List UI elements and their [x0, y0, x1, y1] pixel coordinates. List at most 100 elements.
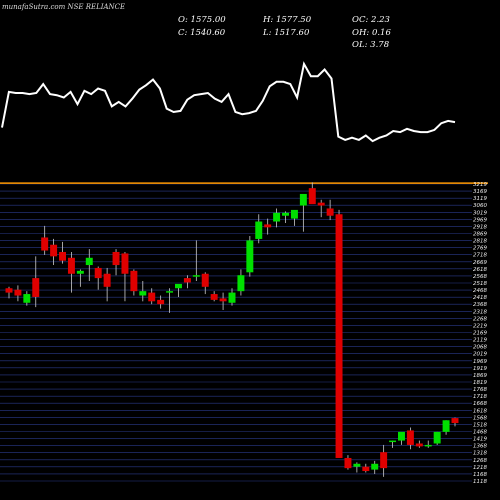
candle	[424, 440, 432, 448]
price-tick-label: 2669	[473, 260, 487, 266]
candle	[433, 431, 441, 445]
candle	[415, 440, 423, 448]
candle	[353, 462, 361, 473]
price-tick-label: 1568	[473, 415, 487, 421]
price-tick-label: 1668	[473, 401, 487, 407]
candle	[23, 291, 31, 306]
price-tick-label: 1468	[473, 430, 487, 436]
candle-body	[433, 431, 441, 444]
candle-body	[85, 257, 93, 266]
candle	[5, 286, 13, 299]
candle	[299, 193, 307, 232]
candle-body	[299, 193, 307, 206]
open-value: O: 1575.00	[178, 15, 226, 25]
price-tick-label: 2119	[473, 338, 487, 344]
price-tick-label: 1919	[473, 366, 487, 372]
candle	[237, 269, 245, 296]
price-tick-label: 1168	[473, 472, 487, 478]
price-tick-label: 2818	[473, 239, 487, 245]
candle-body	[32, 278, 40, 297]
candle	[14, 285, 22, 302]
candle	[344, 455, 352, 470]
candle-body	[353, 463, 361, 467]
candle-body	[112, 251, 120, 266]
candle	[371, 460, 379, 474]
candle-body	[148, 292, 156, 302]
low-value: L: 1517.60	[263, 28, 310, 38]
candle-body	[282, 212, 289, 216]
candle-body	[166, 291, 174, 293]
candle	[451, 417, 459, 427]
candle	[282, 211, 289, 223]
high-value: H: 1577.50	[263, 15, 312, 25]
price-tick-label: 2318	[473, 309, 487, 315]
oh-value: OH: 0.16	[352, 28, 391, 38]
candle-body	[273, 212, 281, 222]
candle-body	[76, 270, 84, 274]
candle-body	[121, 253, 129, 274]
candle	[192, 240, 200, 281]
candle-body	[130, 270, 138, 292]
candle	[139, 281, 147, 302]
price-tick-label: 3219	[473, 182, 487, 188]
candle-body	[210, 294, 218, 300]
candle-body	[50, 244, 58, 257]
price-tick-label: 2718	[473, 253, 487, 259]
candle-body	[5, 288, 13, 293]
candle	[59, 241, 66, 264]
candle-body	[451, 418, 459, 424]
candle-body	[406, 430, 414, 445]
candle	[201, 272, 209, 295]
candle	[380, 444, 388, 477]
candle-body	[139, 291, 147, 296]
price-tick-label: 2268	[473, 316, 487, 322]
candle-body	[219, 298, 227, 302]
candle-body	[290, 209, 298, 219]
price-tick-label: 2769	[473, 246, 487, 252]
chart-title: munafaSutra.com NSE RELIANCE	[2, 3, 126, 11]
candle	[112, 249, 120, 276]
candle-body	[442, 420, 450, 432]
candle	[406, 427, 414, 450]
candle	[290, 209, 298, 226]
candle-body	[23, 294, 31, 303]
price-tick-label: 2019	[473, 352, 487, 358]
candle-body	[317, 202, 325, 206]
candle	[255, 214, 263, 244]
candle-body	[344, 457, 352, 469]
candle-body	[380, 452, 388, 469]
candle	[362, 463, 370, 473]
price-tick-label: 3169	[473, 189, 487, 195]
candle	[228, 288, 236, 306]
close-value: C: 1540.60	[178, 28, 226, 38]
price-tick-label: 3119	[473, 196, 487, 202]
oc-value: OC: 2.23	[352, 15, 390, 25]
candle-body	[14, 289, 22, 296]
price-tick-label: 1869	[473, 373, 487, 379]
price-tick-label: 1969	[473, 359, 487, 365]
price-tick-label: 3060	[473, 203, 487, 209]
candle	[148, 288, 156, 305]
price-tick-label: 2169	[473, 331, 487, 337]
candle	[130, 269, 138, 296]
price-tick-label: 2618	[473, 267, 487, 273]
candle	[335, 209, 343, 458]
price-tick-label: 1768	[473, 387, 487, 393]
candle-body	[335, 214, 343, 458]
price-tick-label: 2219	[473, 323, 487, 329]
candle-body	[41, 237, 49, 251]
candle-body	[183, 278, 191, 283]
candle	[264, 218, 272, 235]
candlestick-series	[5, 182, 459, 477]
candle	[398, 431, 405, 445]
candle	[326, 199, 334, 221]
candle	[32, 256, 40, 308]
candle	[219, 292, 227, 311]
candle-body	[175, 283, 182, 289]
candle-body	[371, 463, 379, 470]
price-tick-label: 3019	[473, 210, 487, 216]
candle-body	[67, 257, 75, 274]
price-tick-label: 1819	[473, 380, 487, 386]
